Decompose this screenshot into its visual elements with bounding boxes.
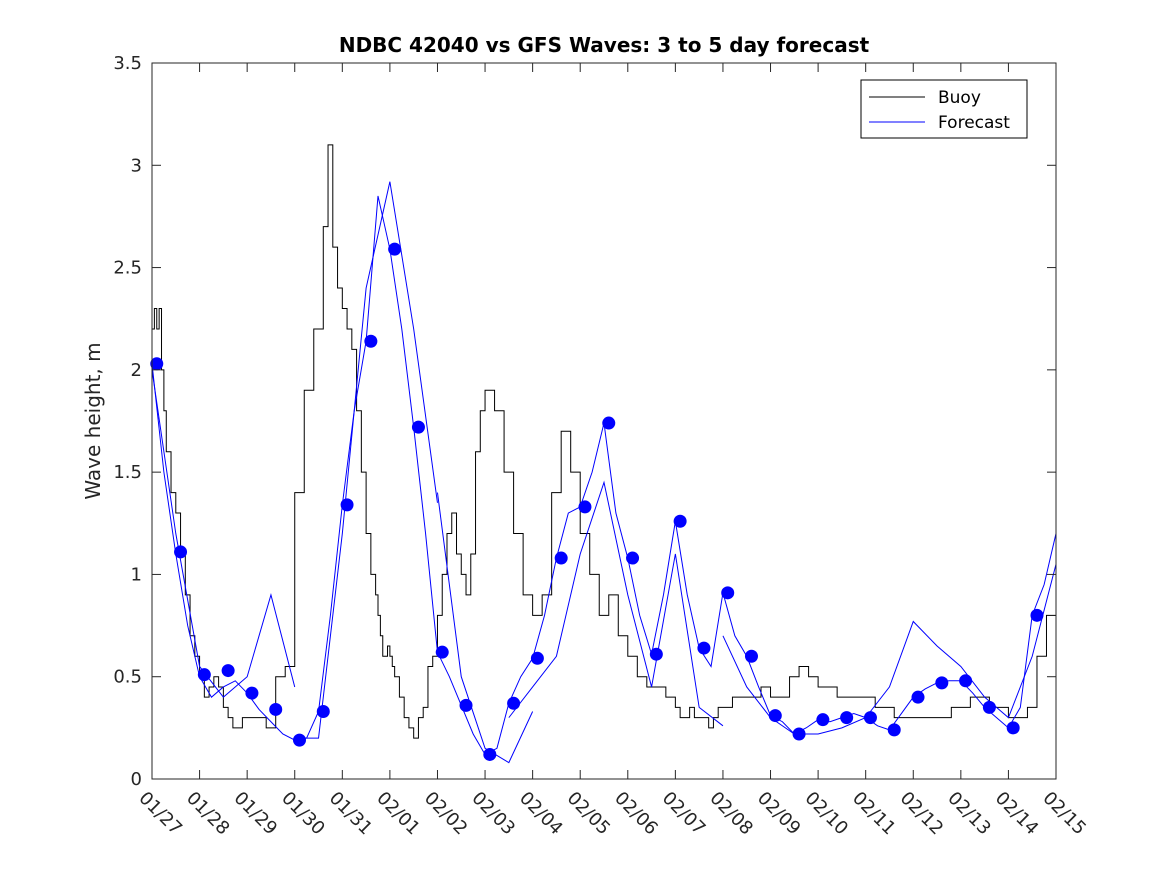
x-tick-label: 02/14 (991, 788, 1043, 840)
y-tick-label: 1 (131, 564, 142, 585)
x-tick-label: 02/10 (801, 788, 853, 840)
forecast-marker (840, 711, 854, 725)
forecast-marker (578, 500, 592, 514)
y-tick-label: 1.5 (113, 462, 142, 483)
x-tick-label: 02/01 (372, 788, 424, 840)
forecast-marker (245, 686, 259, 700)
forecast-marker (554, 551, 568, 565)
forecast-marker (935, 676, 949, 690)
forecast-marker (626, 551, 640, 565)
y-tick-label: 0 (131, 769, 142, 790)
forecast-marker (388, 242, 402, 256)
forecast-marker (673, 514, 687, 528)
forecast-marker (887, 723, 901, 737)
x-tick-label: 02/05 (563, 788, 615, 840)
forecast-marker (649, 647, 663, 661)
forecast-marker (507, 696, 521, 710)
x-tick-label: 02/15 (1038, 788, 1090, 840)
forecast-marker (411, 420, 425, 434)
forecast-marker (792, 727, 806, 741)
buoy-series-line (152, 144, 1057, 739)
forecast-marker (316, 704, 330, 718)
forecast-marker (744, 649, 758, 663)
forecast-marker (364, 334, 378, 348)
x-tick-label: 01/30 (277, 788, 329, 840)
forecast-marker (340, 498, 354, 512)
forecast-marker (911, 690, 925, 704)
forecast-marker (1006, 721, 1020, 735)
forecast-marker (221, 664, 235, 678)
x-tick-label: 01/29 (230, 788, 282, 840)
x-tick-label: 02/03 (468, 788, 520, 840)
forecast-marker (174, 545, 188, 559)
legend: Buoy Forecast (860, 79, 1028, 139)
forecast-marker (816, 713, 830, 727)
x-tick-label: 02/02 (420, 788, 472, 840)
y-tick-label: 3 (131, 155, 142, 176)
forecast-marker (150, 357, 164, 371)
x-tick-label: 01/27 (134, 788, 186, 840)
forecast-marker (959, 674, 973, 688)
forecast-marker (768, 709, 782, 723)
x-tick-label: 02/11 (848, 788, 900, 840)
forecast-marker (602, 416, 616, 430)
x-tick-label: 02/13 (943, 788, 995, 840)
x-tick-label: 02/04 (515, 788, 567, 840)
forecast-ensemble-line-0 (151, 369, 296, 698)
series-layer (150, 144, 1057, 764)
chart-title: NDBC 42040 vs GFS Waves: 3 to 5 day fore… (339, 33, 870, 57)
y-tick-label: 2 (131, 360, 142, 381)
x-tick-label: 01/31 (325, 788, 377, 840)
forecast-ensemble-line-3 (508, 480, 724, 727)
legend-buoy-label: Buoy (938, 88, 981, 108)
x-tick-label: 02/08 (705, 788, 757, 840)
y-tick-label: 3.5 (113, 53, 142, 74)
x-tick-label: 02/12 (896, 788, 948, 840)
forecast-marker (982, 700, 996, 714)
x-tick-label: 02/06 (610, 788, 662, 840)
forecast-marker (721, 586, 735, 600)
x-tick-label: 01/28 (182, 788, 234, 840)
forecast-marker (197, 668, 211, 682)
legend-forecast-label: Forecast (938, 113, 1010, 133)
forecast-marker (863, 711, 877, 725)
y-tick-label: 0.5 (113, 667, 142, 688)
y-tick-label: 2.5 (113, 258, 142, 279)
forecast-ensemble-line-4 (722, 564, 1057, 735)
forecast-marker (530, 651, 544, 665)
forecast-marker (697, 641, 711, 655)
legend-box (860, 79, 1028, 139)
forecast-marker (459, 698, 473, 712)
x-tick-label: 02/07 (658, 788, 710, 840)
y-axis-label: Wave height, m (81, 342, 105, 499)
forecast-marker (292, 733, 306, 747)
forecast-ensemble-line-1 (294, 181, 438, 739)
forecast-marker (269, 702, 283, 716)
x-tick-label: 02/09 (753, 788, 805, 840)
axes-box (151, 62, 1057, 780)
forecast-marker (1030, 608, 1044, 622)
forecast-marker (435, 645, 449, 659)
forecast-marker (483, 747, 497, 761)
forecast-ensemble-line-2 (436, 492, 534, 764)
